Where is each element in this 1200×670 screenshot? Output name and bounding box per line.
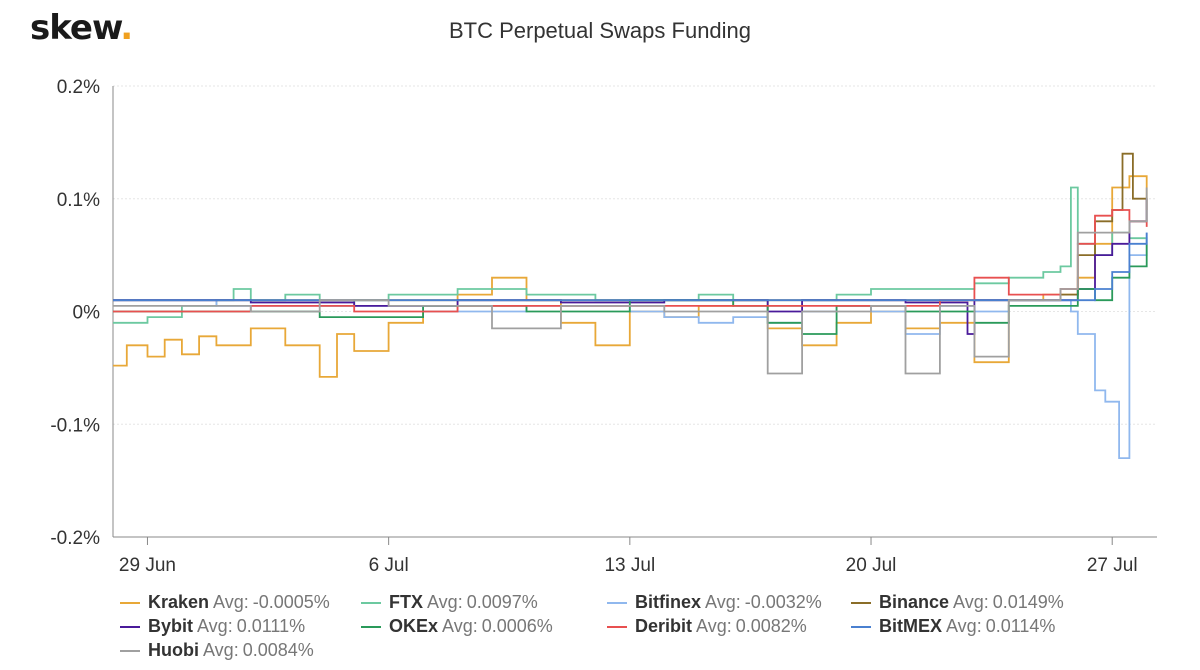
legend-avg-value: 0.0082% <box>735 616 807 636</box>
y-tick-label: 0% <box>73 303 101 324</box>
legend-avg-value: -0.0032% <box>744 592 822 612</box>
legend-item-deribit[interactable]: Deribit Avg: 0.0082% <box>607 616 807 637</box>
legend-item-okex[interactable]: OKEx Avg: 0.0006% <box>361 616 553 637</box>
legend-item-bitfinex[interactable]: Bitfinex Avg: -0.0032% <box>607 592 822 613</box>
legend-avg-value: 0.0084% <box>242 640 314 660</box>
series-line-bitmex <box>113 232 1148 302</box>
legend-swatch <box>361 602 381 605</box>
legend-avg-label: Avg: <box>203 640 239 660</box>
chart-title: BTC Perpetual Swaps Funding <box>448 18 752 43</box>
series-line-deribit <box>113 209 1148 313</box>
x-tick-label: 20 Jul <box>846 555 897 576</box>
logo-dot: . <box>120 8 133 48</box>
legend-avg-value: 0.0097% <box>466 592 538 612</box>
x-tick-label: 29 Jun <box>119 555 176 576</box>
legend-avg-label: Avg: <box>427 592 463 612</box>
legend-swatch <box>851 602 871 605</box>
legend-name: Bybit <box>148 616 193 636</box>
legend-name: Binance <box>879 592 950 612</box>
legend-swatch <box>361 626 381 629</box>
legend-item-bybit[interactable]: Bybit Avg: 0.0111% <box>120 616 305 637</box>
legend-avg-label: Avg: <box>705 592 741 612</box>
logo-text: skew <box>30 8 121 48</box>
legend-name: Huobi <box>148 640 199 660</box>
legend-avg-value: -0.0005% <box>252 592 330 612</box>
legend-avg-value: 0.0149% <box>992 592 1064 612</box>
legend-swatch <box>120 626 140 629</box>
series-line-huobi <box>113 187 1148 375</box>
legend-avg-value: 0.0114% <box>985 616 1056 636</box>
legend-item-binance[interactable]: Binance Avg: 0.0149% <box>851 592 1064 613</box>
legend-avg-label: Avg: <box>213 592 249 612</box>
legend-avg-label: Avg: <box>946 616 982 636</box>
y-tick-label: 0.2% <box>57 77 100 98</box>
legend-swatch <box>607 602 627 605</box>
legend-avg-label: Avg: <box>696 616 732 636</box>
legend-item-ftx[interactable]: FTX Avg: 0.0097% <box>361 592 538 613</box>
legend-avg-label: Avg: <box>442 616 478 636</box>
legend-swatch <box>120 650 140 653</box>
legend-swatch <box>120 602 140 605</box>
legend-item-huobi[interactable]: Huobi Avg: 0.0084% <box>120 640 314 661</box>
y-tick-label: 0.1% <box>57 190 100 211</box>
legend-name: BitMEX <box>879 616 942 636</box>
legend-avg-label: Avg: <box>197 616 233 636</box>
y-tick-label: -0.1% <box>50 415 100 436</box>
legend-name: OKEx <box>389 616 439 636</box>
legend-swatch <box>851 626 871 629</box>
legend-item-kraken[interactable]: Kraken Avg: -0.0005% <box>120 592 330 613</box>
legend-avg-value: 0.0006% <box>481 616 553 636</box>
x-tick-label: 27 Jul <box>1087 555 1138 576</box>
legend-name: FTX <box>389 592 423 612</box>
legend-avg-value: 0.0111% <box>236 616 306 636</box>
chart-svg: 0.2% 0.1% 0% -0.1% -0.2% 29 Jun 6 Jul 13 Jul 20 … <box>50 77 1157 576</box>
y-tick-label: -0.2% <box>50 528 100 549</box>
legend-avg-label: Avg: <box>953 592 989 612</box>
series-line-kraken <box>113 175 1148 378</box>
series-line-bybit <box>113 198 1148 335</box>
x-tick-label: 13 Jul <box>604 555 655 576</box>
legend-name: Kraken <box>148 592 210 612</box>
skew-logo: skew. <box>30 8 133 48</box>
legend-swatch <box>607 626 627 629</box>
legend-name: Bitfinex <box>635 592 702 612</box>
legend-item-bitmex[interactable]: BitMEX Avg: 0.0114% <box>851 616 1055 637</box>
legend-name: Deribit <box>635 616 693 636</box>
x-tick-label: 6 Jul <box>369 555 409 576</box>
